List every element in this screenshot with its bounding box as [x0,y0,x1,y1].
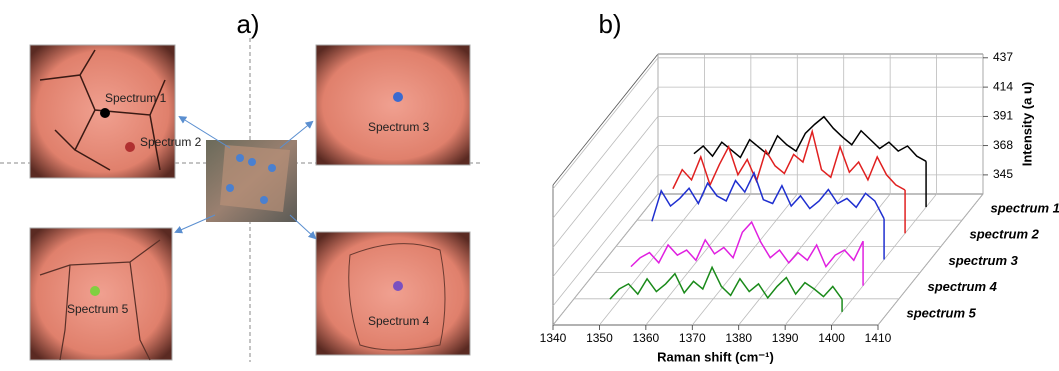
grid-line [553,194,658,325]
y-tick-label: 391 [993,109,1013,123]
x-tick-label: 1340 [540,331,567,345]
point [226,184,234,192]
x-tick-label: 1380 [725,331,752,345]
spot [393,281,403,291]
x-tick-label: 1390 [772,331,799,345]
spot-label: Spectrum 5 [67,302,129,316]
x-tick-label: 1350 [586,331,613,345]
point [260,196,268,204]
grid-line [553,58,658,189]
spot-label: Spectrum 3 [368,120,430,134]
y-tick-label: 368 [993,138,1013,152]
spot-label: Spectrum 2 [140,135,202,149]
spot [100,108,110,118]
grid-line [553,116,658,247]
point [268,164,276,172]
spot [393,92,403,102]
legend-label: spectrum 3 [949,253,1019,268]
panel-label: a) [236,9,259,39]
y-tick-label: 345 [993,167,1013,181]
grid-line [692,194,797,325]
spot [90,286,100,296]
x-tick-label: 1400 [818,331,845,345]
x-tick-label: 1360 [633,331,660,345]
spot [125,142,135,152]
grid-line [646,194,751,325]
panel-a: a) Spectrum 1 Spectrum 2 Spectrum 3 Spec… [0,9,480,362]
spectrum-line [631,222,863,267]
legend-label: spectrum 2 [970,227,1040,242]
point [248,158,256,166]
arrow [176,215,215,232]
y-tick-label: 437 [993,50,1013,64]
micrograph [316,232,470,355]
spot-label: Spectrum 1 [105,91,167,105]
arrow [290,215,315,238]
x-tick-label: 1370 [679,331,706,345]
micrograph [316,45,470,165]
grid-line [553,87,658,218]
legend-label: spectrum 1 [991,201,1059,216]
spectrum-line [652,173,884,221]
sample [220,145,290,212]
spot-label: Spectrum 4 [368,314,430,328]
x-tick-label: 1410 [865,331,892,345]
point [236,154,244,162]
y-axis-title: Intensity (a u) [1019,82,1034,167]
micrograph [30,228,172,360]
grid-line [785,194,890,325]
panel-b: b) 1340 1350 1360 1370 1380 1390 1400 1410 345 36… [540,9,1059,365]
y-tick-label: 414 [993,79,1013,93]
panel-label: b) [598,9,621,39]
legend-label: spectrum 5 [907,305,977,320]
grid-line [599,194,704,325]
legend-label: spectrum 4 [928,279,998,294]
x-axis-title: Raman shift (cm⁻¹) [657,349,774,364]
